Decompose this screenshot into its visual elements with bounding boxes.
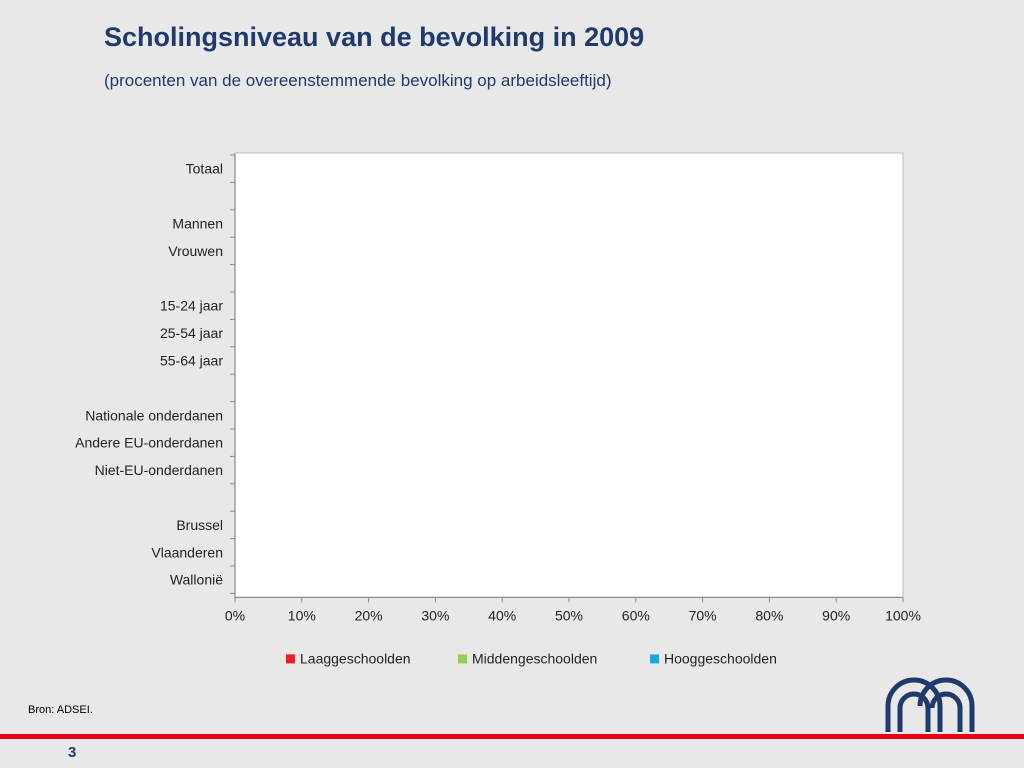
footer-accent-line: [0, 734, 1024, 739]
slide-title: Scholingsniveau van de bevolking in 2009: [104, 22, 645, 52]
category-label: 55-64 jaar: [160, 353, 223, 369]
stacked-bar-chart: Totaal Mannen Vrouwen 15-24 jaar 25-54 jaar 5…: [75, 152, 921, 666]
category-label: Wallonië: [170, 572, 223, 588]
category-label: Vrouwen: [168, 243, 223, 259]
legend-label: Middengeschoolden: [472, 650, 597, 666]
source-note: Bron: ADSEI.: [28, 704, 93, 716]
x-tick-label: 60%: [622, 607, 650, 623]
category-label: Brussel: [176, 517, 223, 533]
x-tick-label: 30%: [421, 607, 449, 623]
x-tick-label: 100%: [885, 607, 921, 623]
category-label: 15-24 jaar: [160, 298, 223, 314]
legend-swatch: [286, 654, 295, 664]
category-label: Totaal: [186, 161, 223, 177]
page-number: 3: [68, 744, 77, 761]
slide-subtitle: (procenten van de overeenstemmende bevol…: [104, 71, 612, 90]
category-label: Mannen: [172, 216, 223, 232]
x-tick-label: 20%: [355, 607, 383, 623]
x-tick-label: 70%: [689, 607, 717, 623]
category-label: Vlaanderen: [151, 544, 223, 560]
logo-icon: [885, 677, 975, 732]
axes-layer: [230, 152, 904, 603]
category-label: Niet-EU-onderdanen: [95, 462, 223, 478]
legend: Laaggeschoolden Middengeschoolden Hooggesc…: [286, 650, 777, 666]
x-tick-label: 80%: [755, 607, 783, 623]
legend-swatch: [650, 654, 659, 664]
category-label: Nationale onderdanen: [85, 407, 223, 423]
category-label: Andere EU-onderdanen: [75, 435, 223, 451]
legend-label: Laaggeschoolden: [300, 650, 411, 666]
x-tick-label: 90%: [822, 607, 850, 623]
x-tick-label: 50%: [555, 607, 583, 623]
x-tick-label: 10%: [288, 607, 316, 623]
x-tick-label: 40%: [488, 607, 516, 623]
x-tick-label: 0%: [225, 607, 245, 623]
plot-area: [235, 153, 903, 598]
legend-swatch: [458, 654, 467, 664]
legend-label: Hooggeschoolden: [664, 650, 777, 666]
x-tick-labels: 0% 10% 20% 30% 40% 50% 60% 70% 80% 90% 100%: [225, 607, 921, 623]
category-labels: Totaal Mannen Vrouwen 15-24 jaar 25-54 jaar 5…: [75, 161, 223, 588]
category-label: 25-54 jaar: [160, 325, 223, 341]
